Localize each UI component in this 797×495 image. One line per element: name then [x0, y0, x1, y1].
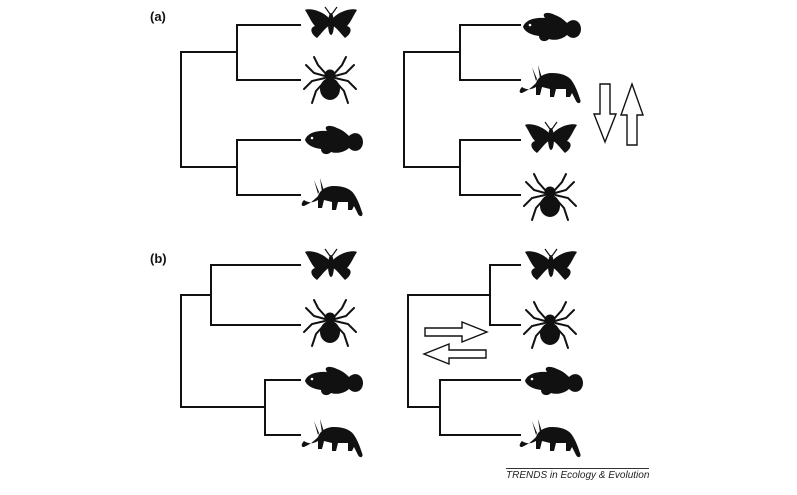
aardvark-icon: [519, 419, 581, 458]
tree-a-left: [180, 24, 301, 196]
fish-icon: [305, 125, 363, 155]
tree-b-left: [180, 264, 301, 436]
moth-icon: [304, 248, 358, 281]
aardvark-icon: [519, 65, 581, 104]
panel-b: [180, 248, 583, 458]
double-arrow-vertical-icon: [592, 81, 644, 146]
aardvark-icon: [301, 419, 363, 458]
aardvark-icon: [301, 178, 363, 217]
tree-b-right: [407, 264, 521, 436]
moth-icon: [524, 121, 578, 154]
moth-icon: [524, 248, 578, 281]
double-arrow-horizontal-icon: [422, 320, 489, 366]
spider-icon: [523, 301, 577, 349]
spider-icon: [523, 173, 577, 221]
fish-icon: [305, 366, 363, 396]
tree-a-right: [403, 24, 521, 196]
panel-label-b: (b): [150, 251, 167, 266]
fish-icon: [523, 12, 581, 42]
spider-icon: [303, 299, 357, 347]
moth-icon: [304, 6, 358, 39]
panel-label-a: (a): [150, 9, 166, 24]
panel-a: [180, 6, 644, 221]
spider-icon: [303, 56, 357, 104]
source-credit: TRENDS in Ecology & Evolution: [506, 468, 650, 481]
fish-icon: [525, 366, 583, 396]
